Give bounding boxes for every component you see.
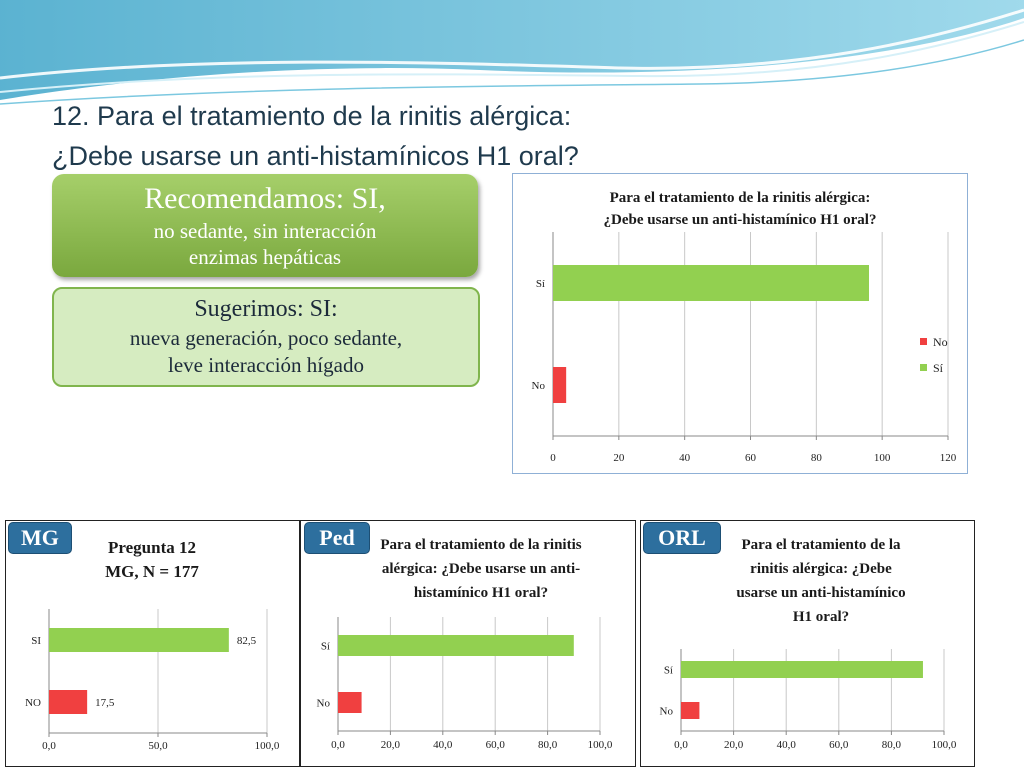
chart-title-line: histamínico H1 oral? (414, 585, 548, 601)
category-label: No (532, 380, 546, 392)
category-label: No (317, 698, 331, 710)
main-chart-frame: Para el tratamiento de la rinitis alérgi… (512, 173, 968, 474)
chart-title-line: ¿Debe usarse un anti-histamínico H1 oral… (604, 212, 877, 228)
tick-label: 50,0 (148, 740, 168, 752)
tick-label: 40,0 (433, 739, 453, 751)
chart-title-line: Pregunta 12 (108, 538, 196, 557)
legend-swatch (920, 364, 927, 371)
tick-label: 100,0 (932, 739, 957, 751)
tick-label: 100,0 (588, 739, 613, 751)
category-label: NO (25, 697, 41, 709)
tick-label: 20 (613, 452, 625, 464)
category-label: Sí (536, 278, 545, 290)
recommendation-line3: enzimas hepáticas (188, 245, 342, 269)
bar-sí (553, 265, 869, 301)
tick-label: 80 (811, 452, 823, 464)
tick-label: 0,0 (42, 740, 56, 752)
suggestion-box: Sugerimos: SI: nueva generación, poco se… (52, 287, 480, 387)
bar-no (49, 690, 88, 714)
category-label: No (660, 706, 674, 718)
chart-title-line: Para el tratamiento de la rinitis (380, 537, 581, 553)
chart-title-line: usarse un anti-histamínico (736, 585, 905, 601)
chart-title-line: Para el tratamiento de la (741, 537, 901, 553)
tick-label: 40 (679, 452, 691, 464)
bar-no (553, 367, 567, 403)
data-label: 82,5 (237, 635, 257, 647)
category-label: Sí (664, 665, 673, 677)
tick-label: 60,0 (486, 739, 506, 751)
orl-chart-frame: Para el tratamiento de la rinitis alérgic… (640, 520, 975, 767)
bar-sí (681, 661, 923, 678)
ped-chart-frame: Para el tratamiento de la rinitis alérgic… (300, 520, 636, 767)
tick-label: 20,0 (724, 739, 744, 751)
mg-chart-frame: Pregunta 12 MG, N = 177 0,0 50,0 100,0 SI 82,5… (5, 520, 300, 767)
suggestion-line2: nueva generación, poco sedante, (129, 326, 403, 350)
tick-label: 0,0 (331, 739, 345, 751)
bar-no (681, 702, 700, 719)
chart-title-line: Para el tratamiento de la rinitis alérgi… (610, 190, 871, 206)
legend-swatch (920, 338, 927, 345)
header-waves (0, 0, 1024, 105)
ped-chart: Para el tratamiento de la rinitis alérgic… (317, 537, 613, 751)
tag-orl: ORL (643, 522, 721, 554)
recommendation-line2: no sedante, sin interacción (153, 219, 377, 243)
legend-label: Sí (933, 361, 944, 375)
category-label: Sí (321, 641, 330, 653)
recommendation-box: Recomendamos: SI, no sedante, sin intera… (52, 174, 478, 277)
bar-no (338, 692, 362, 713)
chart-title-line: H1 oral? (793, 609, 849, 625)
legend-label: No (933, 335, 948, 349)
tag-mg: MG (8, 522, 72, 554)
bar-si (49, 628, 229, 652)
slide-title: 12. Para el tratamiento de la rinitis al… (52, 96, 952, 176)
suggestion-line3: leve interacción hígado (168, 353, 364, 377)
tick-label: 0,0 (674, 739, 688, 751)
main-chart: Para el tratamiento de la rinitis alérgi… (532, 190, 957, 464)
tick-label: 20,0 (381, 739, 401, 751)
recommendation-title: Recomendamos: SI, (144, 182, 386, 215)
mg-chart: Pregunta 12 MG, N = 177 0,0 50,0 100,0 SI 82,5… (25, 538, 280, 752)
category-label: SI (31, 635, 41, 647)
tick-label: 0 (550, 452, 556, 464)
orl-chart: Para el tratamiento de la rinitis alérgic… (660, 537, 957, 751)
tag-ped: Ped (304, 522, 370, 554)
slide-title-line1: 12. Para el tratamiento de la rinitis al… (52, 101, 572, 131)
tick-label: 80,0 (882, 739, 902, 751)
tick-label: 100,0 (255, 740, 280, 752)
chart-title-line: alérgica: ¿Debe usarse un anti- (382, 561, 580, 577)
data-label: 17,5 (95, 697, 115, 709)
tick-label: 100 (874, 452, 891, 464)
tick-label: 60,0 (829, 739, 849, 751)
chart-title-line: MG, N = 177 (105, 562, 199, 581)
slide-title-line2: ¿Debe usarse un anti-histamínicos H1 ora… (52, 141, 579, 171)
chart-title-line: rinitis alérgica: ¿Debe (750, 561, 892, 577)
tick-label: 120 (940, 452, 957, 464)
tick-label: 80,0 (538, 739, 558, 751)
tick-label: 60 (745, 452, 757, 464)
bar-sí (338, 635, 574, 656)
tick-label: 40,0 (777, 739, 797, 751)
suggestion-title: Sugerimos: SI: (194, 296, 338, 322)
